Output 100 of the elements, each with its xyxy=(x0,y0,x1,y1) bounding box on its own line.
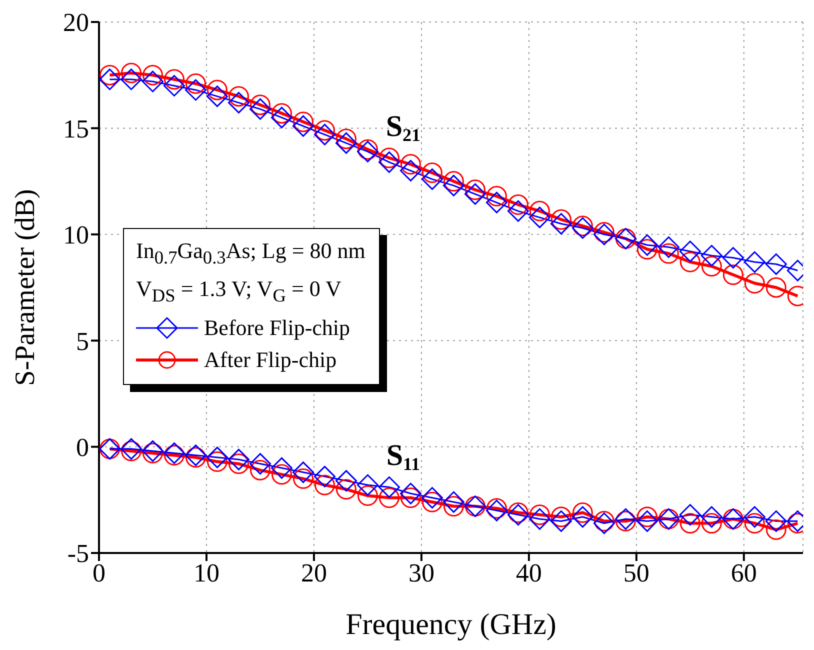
point xyxy=(636,506,658,528)
point xyxy=(528,206,550,228)
point xyxy=(228,448,250,470)
y-tick-label: -5 xyxy=(67,539,89,568)
point xyxy=(765,253,787,275)
point xyxy=(335,132,357,154)
point xyxy=(679,504,701,526)
point xyxy=(550,506,572,528)
point xyxy=(292,462,314,484)
point xyxy=(572,502,593,523)
point xyxy=(250,94,270,116)
point xyxy=(528,508,550,530)
point xyxy=(680,513,700,534)
point xyxy=(464,180,486,200)
x-tick-label: 50 xyxy=(623,558,650,588)
point xyxy=(271,103,292,124)
point xyxy=(378,148,400,168)
legend-label: Before Flip-chip xyxy=(204,314,350,342)
point xyxy=(142,70,164,92)
point xyxy=(550,510,572,532)
point xyxy=(336,128,356,150)
point xyxy=(292,115,314,137)
point xyxy=(400,154,421,175)
point xyxy=(271,464,292,485)
point xyxy=(722,264,744,286)
x-tick-label: 30 xyxy=(408,558,434,588)
point xyxy=(400,160,422,182)
point xyxy=(507,200,529,222)
y-tick-label: 15 xyxy=(63,114,89,144)
point xyxy=(529,504,550,526)
x-tick-label: 60 xyxy=(730,558,757,588)
point xyxy=(228,454,249,474)
point xyxy=(636,510,658,532)
point xyxy=(486,186,507,206)
point xyxy=(679,240,701,262)
point xyxy=(700,244,722,266)
point xyxy=(378,476,400,498)
point xyxy=(206,451,228,472)
point xyxy=(550,209,572,230)
point xyxy=(529,200,550,222)
point xyxy=(442,174,464,196)
point xyxy=(314,120,335,141)
point xyxy=(164,69,184,90)
point xyxy=(228,86,249,107)
point xyxy=(292,468,314,489)
point xyxy=(270,457,292,479)
point xyxy=(744,513,765,534)
point xyxy=(142,64,163,86)
point xyxy=(722,247,744,269)
point xyxy=(701,513,722,534)
point xyxy=(249,98,271,120)
point xyxy=(400,482,422,504)
point xyxy=(700,506,722,528)
point xyxy=(250,460,270,480)
point xyxy=(701,256,722,277)
point xyxy=(270,106,292,128)
point xyxy=(206,80,228,100)
point xyxy=(765,510,787,532)
x-tick-label: 10 xyxy=(193,558,220,588)
point xyxy=(314,124,336,146)
point xyxy=(120,62,142,84)
y-axis-title: S-Parameter (dB) xyxy=(10,189,41,386)
point xyxy=(658,243,679,264)
point xyxy=(508,194,528,215)
point xyxy=(421,168,443,190)
y-tick-label: 0 xyxy=(76,433,89,462)
x-tick-label: 40 xyxy=(516,558,542,588)
point xyxy=(206,446,228,468)
y-tick-label: 10 xyxy=(63,220,89,250)
point xyxy=(443,496,464,517)
point xyxy=(421,487,443,509)
point xyxy=(292,112,314,132)
point xyxy=(228,92,250,114)
y-tick-label: 5 xyxy=(76,326,89,356)
point xyxy=(100,64,120,86)
point xyxy=(442,491,464,513)
point xyxy=(443,171,464,192)
point xyxy=(766,519,786,540)
point xyxy=(357,485,378,506)
point xyxy=(185,73,206,94)
point xyxy=(744,251,766,273)
annotation: S$_{11}$ xyxy=(386,439,420,475)
point xyxy=(572,506,594,528)
point xyxy=(400,488,421,508)
x-tick-label: 20 xyxy=(300,558,327,588)
point xyxy=(120,68,142,90)
x-axis-title: Frequency (GHz) xyxy=(346,608,556,641)
point xyxy=(335,470,357,492)
point xyxy=(766,277,786,298)
point xyxy=(636,234,658,256)
point xyxy=(378,151,400,173)
point xyxy=(422,492,442,512)
point xyxy=(486,192,508,214)
point xyxy=(206,86,228,108)
point xyxy=(249,453,271,475)
y-tick-label: 20 xyxy=(63,8,89,38)
point xyxy=(464,183,486,205)
point xyxy=(184,79,206,101)
annotation: S$_{21}$ xyxy=(386,110,421,146)
legend-label: After Flip-chip xyxy=(204,346,337,374)
